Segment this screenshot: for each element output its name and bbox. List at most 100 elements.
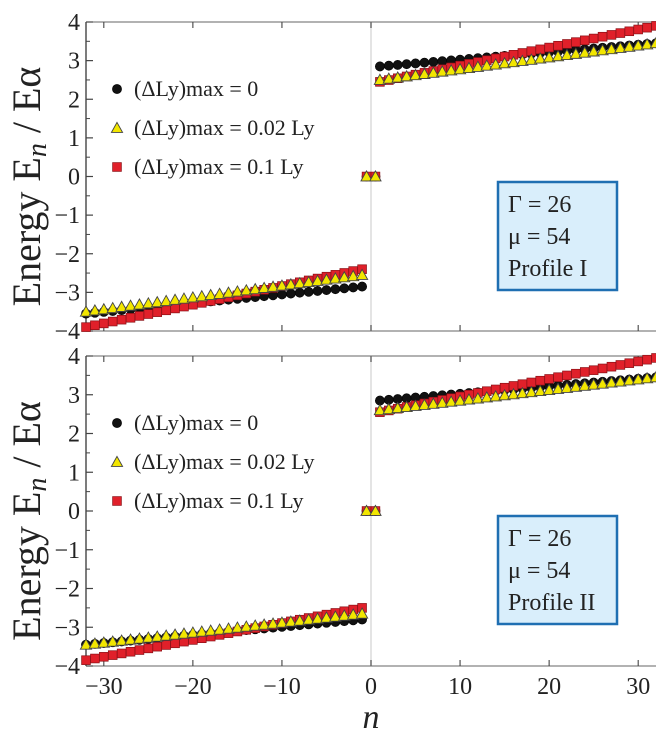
y-tick-label: −2 — [54, 242, 80, 268]
data-point — [489, 58, 503, 70]
data-point — [507, 55, 520, 68]
data-point — [597, 363, 608, 374]
data-point — [222, 622, 235, 634]
data-point — [346, 269, 360, 282]
y-axis-label-subscript: n — [22, 478, 53, 492]
x-tick-label: 10 — [448, 674, 472, 700]
data-point — [168, 293, 182, 305]
data-point — [79, 638, 93, 650]
y-tick-label: −4 — [54, 654, 80, 680]
data-point — [382, 72, 396, 84]
data-point — [444, 63, 458, 76]
data-point — [373, 403, 387, 416]
data-point — [88, 303, 102, 316]
y-tick-label: 1 — [68, 460, 80, 486]
data-point — [99, 318, 109, 329]
y-tick-label: 0 — [68, 165, 80, 191]
data-point — [231, 285, 244, 297]
data-point — [622, 373, 636, 386]
x-tick-label: −10 — [263, 674, 301, 700]
data-point — [596, 43, 609, 56]
data-point — [391, 401, 405, 414]
data-point — [400, 69, 413, 82]
legend-label: (ΔLy)max = 0 — [134, 410, 258, 435]
chart-panel-top: −4 −3 −2 −1 0 1 2 3 4 Energy En / Eα (ΔLy)max = 0 (… — [4, 10, 656, 345]
parameter-box — [496, 180, 619, 292]
data-point — [133, 298, 146, 310]
y-tick-label: 0 — [68, 499, 80, 525]
zero-mode-point — [369, 169, 382, 182]
data-point — [159, 294, 173, 306]
data-point — [195, 625, 209, 637]
data-point — [375, 61, 385, 72]
y-tick-label: 3 — [68, 49, 80, 75]
data-point — [382, 402, 396, 415]
parameter-label: Γ = 26 — [508, 192, 571, 218]
data-point — [498, 388, 511, 401]
data-point — [141, 296, 155, 309]
data-point — [578, 379, 592, 391]
data-point — [614, 41, 627, 53]
y-axis-label-suffix: / Eα — [4, 67, 49, 144]
x-tick-label: −30 — [85, 674, 123, 700]
data-point — [462, 61, 476, 74]
data-point — [348, 282, 359, 293]
data-point — [624, 26, 635, 37]
data-point — [294, 287, 305, 298]
data-point — [161, 640, 171, 650]
data-point — [409, 68, 422, 81]
zero-mode-point — [360, 169, 373, 182]
data-point — [435, 65, 449, 77]
data-point — [213, 623, 226, 635]
data-point — [116, 314, 127, 325]
data-point — [107, 316, 118, 327]
data-point — [115, 634, 128, 646]
data-point — [453, 62, 467, 75]
data-point — [125, 313, 136, 323]
legend-marker — [110, 121, 124, 133]
data-point — [606, 361, 617, 372]
data-point — [480, 59, 494, 71]
data-point — [480, 390, 494, 403]
data-point — [489, 389, 503, 402]
data-point — [649, 36, 656, 49]
data-point — [544, 374, 554, 384]
data-point — [597, 31, 608, 42]
y-tick-label: 1 — [68, 126, 80, 152]
data-point — [90, 320, 100, 331]
data-point — [542, 383, 556, 395]
data-point — [204, 288, 218, 301]
legend-label: (ΔLy)max = 0.02 Ly — [134, 115, 315, 140]
data-point — [329, 610, 342, 622]
data-point — [116, 648, 127, 659]
data-point — [571, 37, 581, 47]
data-point — [266, 617, 280, 629]
data-point — [651, 21, 656, 31]
data-point — [124, 633, 137, 645]
data-point — [141, 631, 155, 643]
y-tick-label: 2 — [68, 422, 80, 448]
y-axis-label-main: Energy E — [4, 157, 49, 306]
data-point — [248, 619, 262, 631]
parameter-label: μ = 54 — [508, 224, 570, 250]
data-point — [507, 387, 520, 400]
data-point — [150, 295, 164, 308]
data-point — [622, 40, 636, 52]
data-point — [330, 284, 341, 295]
data-point — [588, 365, 599, 375]
x-tick-label: 30 — [626, 674, 650, 700]
data-point — [134, 645, 145, 655]
data-point — [642, 354, 652, 365]
data-point — [642, 22, 652, 33]
data-point — [134, 311, 145, 321]
legend-marker — [110, 455, 124, 467]
data-point — [426, 66, 440, 78]
data-point — [462, 393, 476, 405]
data-point — [553, 372, 563, 382]
data-point — [97, 302, 111, 315]
data-point — [248, 282, 262, 295]
data-point — [631, 39, 645, 51]
data-point — [143, 643, 154, 654]
data-point — [152, 641, 163, 652]
parameter-label: Profile II — [508, 590, 595, 616]
